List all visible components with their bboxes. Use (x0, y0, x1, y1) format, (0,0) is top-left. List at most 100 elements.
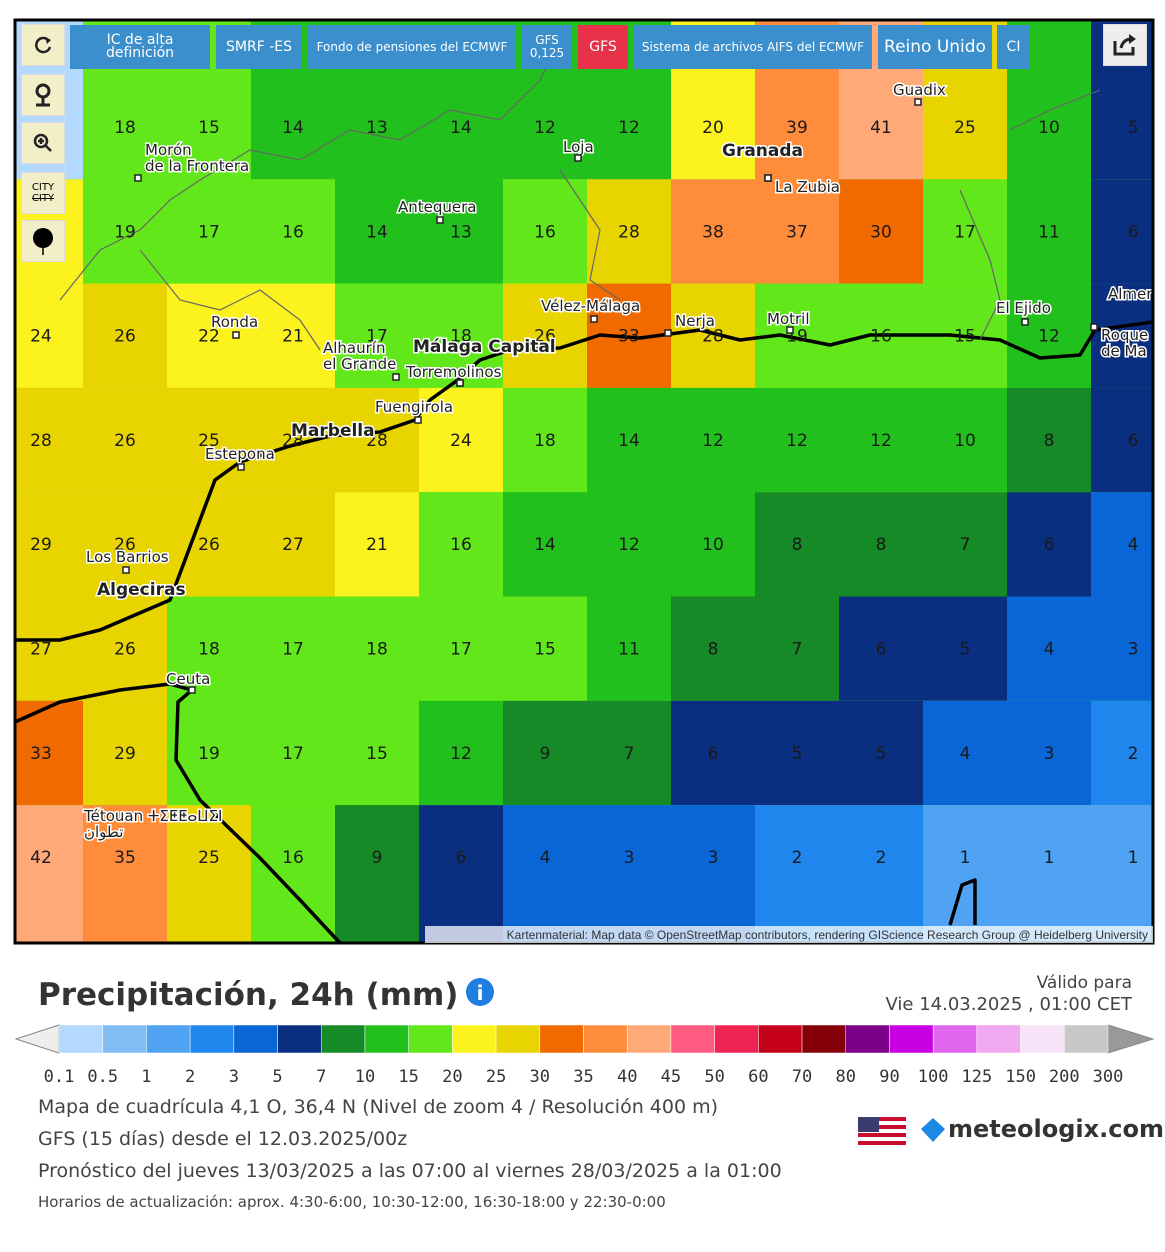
precip-value: 28 (30, 431, 52, 451)
precip-value: 20 (702, 118, 724, 138)
toolbar-button[interactable]: Sistema de archivos AIFS del ECMWF (634, 25, 872, 69)
precip-cell (335, 387, 419, 493)
share-button[interactable] (1103, 24, 1147, 66)
precip-value: 18 (114, 118, 136, 138)
place-line: La Zubia (775, 178, 840, 196)
precip-value: 27 (30, 640, 52, 660)
precip-cell (1007, 387, 1091, 493)
precip-cell (1007, 179, 1091, 284)
precip-cell (1091, 387, 1153, 493)
precip-value: 6 (1044, 535, 1055, 555)
toolbar-button[interactable]: Reino Unido (878, 25, 992, 69)
precip-value: 16 (450, 535, 472, 555)
place-marker (664, 329, 672, 337)
precip-value: 27 (282, 535, 304, 555)
precip-cell (1091, 805, 1153, 943)
precip-value: 17 (198, 222, 220, 242)
precip-value: 12 (702, 431, 724, 451)
refresh-button[interactable] (21, 24, 65, 66)
precip-value: 24 (30, 327, 52, 347)
toolbar-button[interactable]: GFS 0,125 (522, 25, 572, 69)
precip-value: 26 (198, 535, 220, 555)
precip-value: 28 (702, 327, 724, 347)
precip-cell (419, 805, 503, 943)
place-line: Nerja (675, 312, 715, 330)
place-line: Marbella (291, 421, 375, 441)
precip-cell (419, 387, 503, 493)
precip-cell (755, 387, 839, 493)
share-icon (1113, 34, 1136, 56)
toolbar-button[interactable]: Fondo de pensiones del ECMWF (308, 25, 516, 69)
scale-label: 125 (962, 1067, 993, 1087)
precip-value: 10 (702, 535, 724, 555)
update-info: Horarios de actualización: aprox. 4:30-6… (38, 1193, 666, 1211)
precip-value: 3 (1128, 640, 1139, 660)
model-info: GFS (15 días) desde el 12.03.2025/00z (38, 1128, 408, 1150)
scale-label: 200 (1049, 1067, 1080, 1087)
precip-cell (15, 283, 83, 388)
place-line: el Grande (323, 355, 396, 373)
scale-label: 15 (398, 1067, 418, 1087)
precip-cell (15, 492, 83, 597)
valid-label: Válido para (1037, 973, 1132, 993)
city-button[interactable]: CITY CITY (21, 172, 65, 214)
precip-cell (1091, 596, 1153, 701)
legend-title: Precipitación, 24h (mm) (38, 977, 458, 1013)
valid-time: Vie 14.03.2025 , 01:00 CET (886, 994, 1133, 1015)
precip-value: 7 (624, 744, 635, 764)
place-name: Vélez-Málaga (541, 297, 640, 315)
place-marker (188, 686, 196, 694)
place-line: Fuengirola (375, 398, 453, 416)
place-line: Ceuta (166, 670, 210, 688)
precip-value: 14 (450, 118, 472, 138)
scale-label: 100 (918, 1067, 949, 1087)
place-marker (232, 331, 240, 339)
precip-value: 6 (1128, 222, 1139, 242)
precip-value: 17 (366, 327, 388, 347)
precip-value: 26 (534, 327, 556, 347)
place-name: Marbella (291, 421, 375, 441)
borders (59, 39, 1101, 351)
precip-value: 14 (282, 118, 304, 138)
scale-swatch (452, 1024, 497, 1054)
precip-value: 15 (366, 744, 388, 764)
place-name: Granada (722, 141, 803, 161)
precip-value: 26 (114, 640, 136, 660)
toolbar-button[interactable]: SMRF -ES (216, 25, 302, 69)
precip-value: 6 (456, 848, 467, 868)
info-icon[interactable] (466, 978, 494, 1006)
precip-cell (83, 492, 167, 597)
pin-button[interactable] (21, 220, 65, 262)
scale-arrow-high (1107, 1024, 1155, 1054)
precip-value: 25 (954, 118, 976, 138)
toolbar-button[interactable]: CI (997, 25, 1030, 69)
precip-value: 18 (534, 431, 556, 451)
attribution-bg (425, 926, 1153, 943)
scale-label: 7 (316, 1067, 326, 1087)
scale-label: 3 (229, 1067, 239, 1087)
precip-value: 21 (366, 535, 388, 555)
precip-cell (671, 179, 755, 284)
scale-swatch (889, 1024, 934, 1054)
precip-cell (755, 700, 839, 806)
place-name: Ceuta (166, 670, 210, 688)
precip-cell (923, 387, 1007, 493)
scale-label: 5 (272, 1067, 282, 1087)
precip-cell (587, 492, 671, 597)
border (139, 249, 321, 351)
toolbar-button[interactable]: GFS (578, 25, 628, 69)
cells (15, 20, 1153, 943)
zoom-button[interactable] (21, 122, 65, 164)
coast-line (15, 320, 1154, 642)
location-button[interactable] (21, 74, 65, 116)
precip-value: 26 (114, 327, 136, 347)
place-name: Almer (1108, 285, 1153, 303)
scale-swatch (539, 1024, 584, 1054)
toolbar-button[interactable]: IC de alta definición (70, 25, 210, 69)
precip-value: 17 (282, 640, 304, 660)
precip-cell (503, 283, 587, 388)
scale-swatch (321, 1024, 366, 1054)
precip-value: 7 (960, 535, 971, 555)
logo[interactable]: meteologix.com (948, 1115, 1164, 1143)
precip-cell (755, 179, 839, 284)
